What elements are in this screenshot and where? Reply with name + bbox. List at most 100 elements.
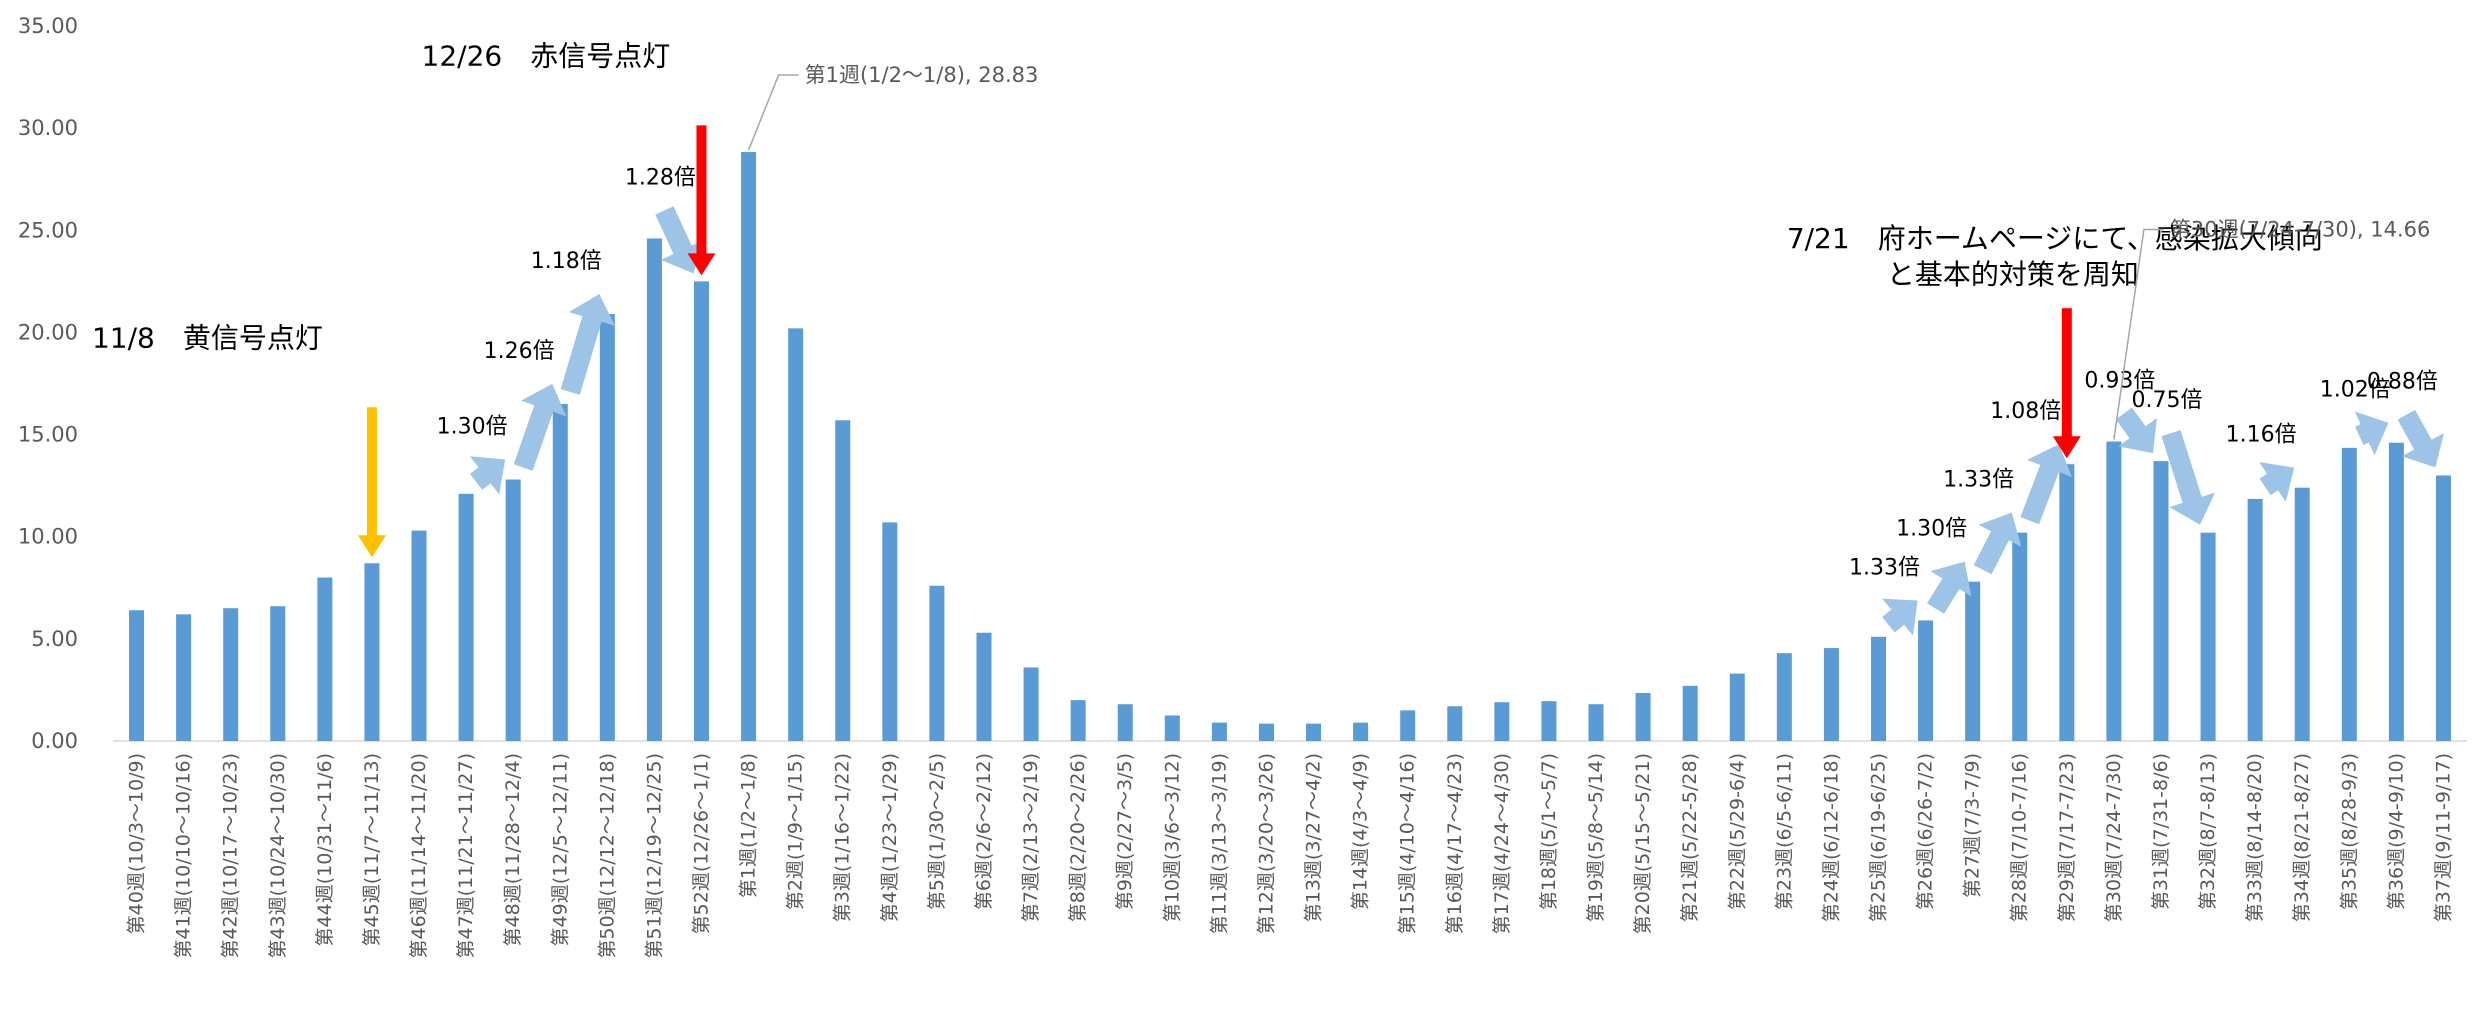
x-tick-label: 第10週(3/6～3/12): [1161, 753, 1183, 922]
x-tick-label: 第29週(7/17-7/23): [2056, 753, 2078, 922]
x-tick-label: 第28週(7/10-7/16): [2009, 753, 2031, 922]
x-tick-label: 第44週(10/31～11/6): [314, 753, 336, 946]
x-axis: 第40週(10/3～10/9) 第41週(10/10～10/16) 第42週(10/…: [113, 740, 2467, 959]
bar: [1871, 636, 1886, 741]
x-tick-label: 第34週(8/21-8/27): [2291, 753, 2313, 922]
x-tick-label: 第7週(2/13～2/19): [1020, 753, 1042, 922]
x-tick-label: 第31週(7/31-8/6): [2150, 753, 2172, 910]
ratio-label: 1.28倍: [625, 165, 696, 190]
bar: [1400, 710, 1416, 741]
x-tick-label: 第51週(12/19～12/25): [643, 753, 665, 959]
bar: [1023, 667, 1039, 741]
bar: [976, 632, 992, 741]
callout-leader: [747, 74, 799, 151]
y-tick-label: 5.00: [31, 627, 78, 651]
x-tick-label: 第37週(9/11-9/17): [2432, 753, 2454, 922]
event-arrow-shaft: [696, 125, 707, 256]
bar: [1965, 581, 1981, 741]
bar: [2294, 487, 2310, 741]
x-tick-label: 第36週(9/4-9/10): [2385, 753, 2407, 910]
y-tick-label: 0.00: [31, 729, 78, 753]
x-tick-label: 第19週(5/8～5/14): [1585, 753, 1607, 922]
x-tick-label: 第15週(4/10～4/16): [1397, 753, 1419, 934]
event-arrow-head: [357, 535, 386, 558]
bar: [1306, 723, 1322, 741]
x-tick-label: 第8週(2/20～2/26): [1067, 753, 1089, 922]
ratio-arrow: [2259, 462, 2295, 503]
bar: [2200, 532, 2216, 741]
bar: [317, 577, 333, 741]
bar: [2106, 441, 2122, 741]
ratio-arrow: [1882, 598, 1918, 636]
ratio-label: 1.02倍: [2320, 378, 2391, 403]
x-tick-label: 第35週(8/28-9/3): [2338, 753, 2360, 910]
x-tick-label: 第40週(10/3～10/9): [126, 753, 148, 934]
x-tick-label: 第43週(10/24～10/30): [267, 753, 289, 959]
x-tick-label: 第50週(12/12～12/18): [596, 753, 618, 959]
x-tick-label: 第17週(4/24～4/30): [1491, 753, 1513, 934]
ratio-label: 0.93倍: [2084, 369, 2155, 394]
bar: [1918, 620, 1934, 741]
bar: [223, 608, 239, 741]
bar: [1117, 704, 1133, 741]
bar: [1211, 722, 1227, 741]
bar: [2012, 532, 2028, 741]
x-tick-label: 第30週(7/24-7/30): [2103, 753, 2125, 922]
bar: [2435, 475, 2451, 741]
ratio-label: 0.88倍: [2367, 370, 2438, 395]
bar: [2153, 461, 2169, 741]
bar: [364, 563, 380, 741]
x-tick-label: 第26週(6/26-7/2): [1915, 753, 1937, 910]
bar: [1494, 702, 1510, 741]
ratio-label: 1.30倍: [437, 415, 508, 440]
ratio-arrow: [1927, 561, 1972, 614]
bar: [1729, 673, 1745, 741]
event-label: 7/21 府ホームページにて、感染拡大傾向: [1787, 222, 2323, 255]
bars: [129, 152, 2451, 741]
bar: [2341, 447, 2357, 741]
bar: [1541, 701, 1557, 741]
bar: [505, 479, 521, 741]
bar: [411, 530, 427, 741]
x-tick-label: 第23週(6/5-6/11): [1773, 753, 1795, 910]
ratio-arrow: [1973, 512, 2022, 575]
event-label: と基本的対策を周知: [1887, 258, 2139, 291]
ratio-arrow: [469, 456, 506, 495]
ratio-label: 1.16倍: [2226, 423, 2297, 448]
bar: [2388, 442, 2404, 741]
ratio-arrow: [2020, 444, 2073, 525]
x-tick-label: 第46週(11/14～11/20): [408, 753, 430, 959]
bar: [741, 152, 757, 741]
ratio-label: 1.08倍: [1990, 399, 2061, 424]
ratio-label: 1.26倍: [484, 339, 555, 364]
callout-leader: [2113, 228, 2164, 440]
bar: [835, 420, 851, 741]
ratio-label: 1.33倍: [1943, 468, 2014, 493]
x-tick-label: 第12週(3/20～3/26): [1255, 753, 1277, 934]
x-tick-label: 第1週(1/2～1/8): [738, 753, 760, 898]
x-tick-label: 第16週(4/17～4/23): [1444, 753, 1466, 934]
x-tick-label: 第52週(12/26～1/1): [691, 753, 713, 934]
x-tick-label: 第27週(7/3-7/9): [1962, 753, 1984, 898]
event-label: 11/8 黄信号点灯: [92, 321, 323, 354]
event-arrow-shaft: [2061, 308, 2072, 439]
x-tick-label: 第13週(3/27～4/2): [1303, 753, 1325, 922]
bar: [599, 314, 615, 741]
bar: [1588, 704, 1604, 741]
x-tick-label: 第25週(6/19-6/25): [1868, 753, 1890, 922]
x-tick-label: 第47週(11/21～11/27): [455, 753, 477, 959]
bar: [1776, 653, 1792, 741]
ratio-arrow: [2397, 409, 2444, 468]
ratio-label: 0.75倍: [2131, 388, 2202, 413]
x-tick-label: 第49週(12/5～12/11): [549, 753, 571, 946]
bar: [2247, 498, 2263, 741]
x-tick-label: 第9週(2/27～3/5): [1114, 753, 1136, 910]
x-tick-label: 第42週(10/17～10/23): [220, 753, 242, 959]
y-tick-label: 10.00: [18, 525, 78, 549]
bar: [270, 606, 286, 741]
y-tick-label: 30.00: [18, 116, 78, 140]
x-tick-label: 第24週(6/12-6/18): [1820, 753, 1842, 922]
y-tick-label: 15.00: [18, 423, 78, 447]
x-tick-label: 第20週(5/15～5/21): [1632, 753, 1654, 934]
bar: [1258, 723, 1274, 741]
